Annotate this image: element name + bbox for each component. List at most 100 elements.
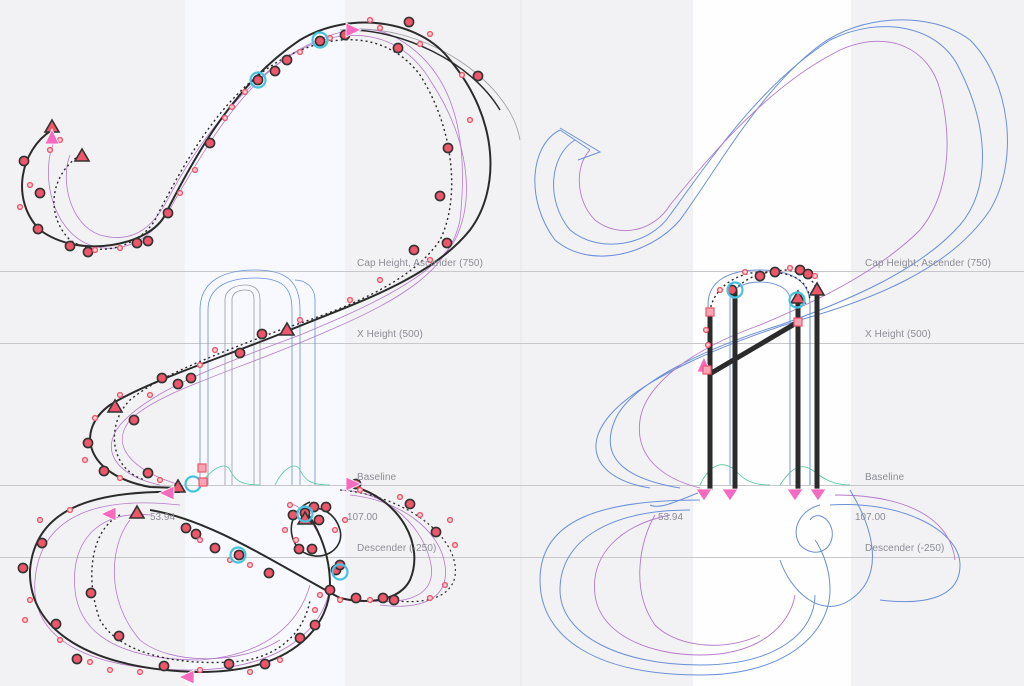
square-anchor-icon[interactable] [198, 477, 208, 487]
circle-node-icon[interactable] [408, 244, 420, 256]
handle-dot-icon[interactable] [336, 596, 344, 604]
circle-node-icon[interactable] [324, 584, 336, 596]
circle-node-icon[interactable] [472, 70, 484, 82]
handle-dot-icon[interactable] [292, 536, 300, 544]
circle-node-icon[interactable] [142, 235, 154, 247]
handle-dot-icon[interactable] [366, 16, 374, 24]
handle-dot-icon[interactable] [196, 666, 204, 674]
circle-node-icon[interactable] [309, 619, 321, 631]
start-arrow-icon[interactable] [44, 128, 60, 145]
handle-dot-icon[interactable] [36, 516, 44, 524]
handle-dot-icon[interactable] [716, 286, 724, 294]
start-arrow-icon[interactable] [721, 488, 739, 502]
circle-node-icon[interactable] [430, 526, 442, 538]
handle-dot-icon[interactable] [66, 506, 74, 514]
start-arrow-icon[interactable] [100, 506, 117, 522]
handle-dot-icon[interactable] [811, 272, 819, 280]
handle-dot-icon[interactable] [46, 146, 54, 154]
handle-dot-icon[interactable] [136, 668, 144, 676]
triangle-node-icon[interactable] [128, 504, 146, 519]
handle-dot-icon[interactable] [311, 606, 319, 614]
handle-dot-icon[interactable] [286, 501, 294, 509]
handle-dot-icon[interactable] [16, 203, 24, 211]
circle-node-icon[interactable] [403, 16, 415, 28]
handle-dot-icon[interactable] [786, 264, 794, 272]
handle-dot-icon[interactable] [116, 474, 124, 482]
circle-node-icon[interactable] [223, 658, 235, 670]
circle-node-icon[interactable] [34, 187, 46, 199]
handle-dot-icon[interactable] [21, 616, 29, 624]
handle-dot-icon[interactable] [91, 246, 99, 254]
circle-node-icon[interactable] [802, 268, 814, 280]
handle-dot-icon[interactable] [116, 391, 124, 399]
circle-node-icon[interactable] [320, 501, 332, 513]
handle-dot-icon[interactable] [246, 668, 254, 676]
circle-node-icon[interactable] [131, 237, 143, 249]
circle-node-icon[interactable] [50, 618, 62, 630]
circle-node-icon[interactable] [180, 522, 192, 534]
circle-node-icon[interactable] [85, 587, 97, 599]
circle-node-icon[interactable] [162, 207, 174, 219]
circle-node-icon[interactable] [128, 414, 140, 426]
square-anchor-icon[interactable] [197, 463, 207, 473]
circle-node-icon[interactable] [442, 142, 454, 154]
handle-dot-icon[interactable] [81, 456, 89, 464]
circle-node-icon[interactable] [190, 528, 202, 540]
handle-dot-icon[interactable] [466, 116, 474, 124]
circle-node-icon[interactable] [314, 35, 326, 47]
handle-dot-icon[interactable] [702, 326, 710, 334]
handle-dot-icon[interactable] [416, 511, 424, 519]
circle-node-icon[interactable] [441, 237, 453, 249]
handle-dot-icon[interactable] [316, 591, 324, 599]
handle-dot-icon[interactable] [176, 189, 184, 197]
handle-dot-icon[interactable] [426, 256, 434, 264]
triangle-node-icon[interactable] [278, 321, 296, 336]
handle-dot-icon[interactable] [196, 361, 204, 369]
circle-node-icon[interactable] [18, 155, 30, 167]
handle-dot-icon[interactable] [341, 516, 349, 524]
handle-dot-icon[interactable] [228, 103, 236, 111]
handle-dot-icon[interactable] [91, 414, 99, 422]
handle-dot-icon[interactable] [56, 636, 64, 644]
handle-dot-icon[interactable] [156, 476, 164, 484]
circle-node-icon[interactable] [263, 567, 275, 579]
circle-node-icon[interactable] [142, 467, 154, 479]
start-arrow-icon[interactable] [178, 669, 195, 685]
triangle-node-icon[interactable] [169, 478, 187, 493]
circle-node-icon[interactable] [306, 543, 318, 555]
circle-node-icon[interactable] [313, 514, 325, 526]
handle-dot-icon[interactable] [741, 268, 749, 276]
circle-node-icon[interactable] [82, 437, 94, 449]
square-anchor-icon[interactable] [702, 365, 712, 375]
start-arrow-icon[interactable] [158, 485, 175, 501]
handle-dot-icon[interactable] [56, 136, 64, 144]
handle-dot-icon[interactable] [704, 341, 712, 349]
handle-dot-icon[interactable] [356, 486, 364, 494]
handle-dot-icon[interactable] [376, 276, 384, 284]
circle-node-icon[interactable] [269, 65, 281, 77]
handle-dot-icon[interactable] [116, 244, 124, 252]
circle-node-icon[interactable] [32, 223, 44, 235]
circle-node-icon[interactable] [234, 347, 246, 359]
handle-dot-icon[interactable] [276, 656, 284, 664]
circle-node-icon[interactable] [769, 266, 781, 278]
circle-node-icon[interactable] [113, 630, 125, 642]
circle-node-icon[interactable] [388, 594, 400, 606]
circle-node-icon[interactable] [392, 42, 404, 54]
triangle-node-icon[interactable] [808, 281, 826, 296]
circle-node-icon[interactable] [82, 246, 94, 258]
start-arrow-icon[interactable] [809, 488, 827, 502]
circle-node-icon[interactable] [293, 543, 305, 555]
handle-dot-icon[interactable] [86, 658, 94, 666]
circle-node-icon[interactable] [754, 270, 766, 282]
circle-node-icon[interactable] [71, 653, 83, 665]
handle-dot-icon[interactable] [426, 30, 434, 38]
handle-dot-icon[interactable] [246, 561, 254, 569]
handle-dot-icon[interactable] [451, 541, 459, 549]
handle-dot-icon[interactable] [26, 181, 34, 189]
start-arrow-icon[interactable] [345, 22, 362, 38]
handle-dot-icon[interactable] [331, 526, 339, 534]
circle-node-icon[interactable] [98, 465, 110, 477]
circle-node-icon[interactable] [158, 660, 170, 672]
